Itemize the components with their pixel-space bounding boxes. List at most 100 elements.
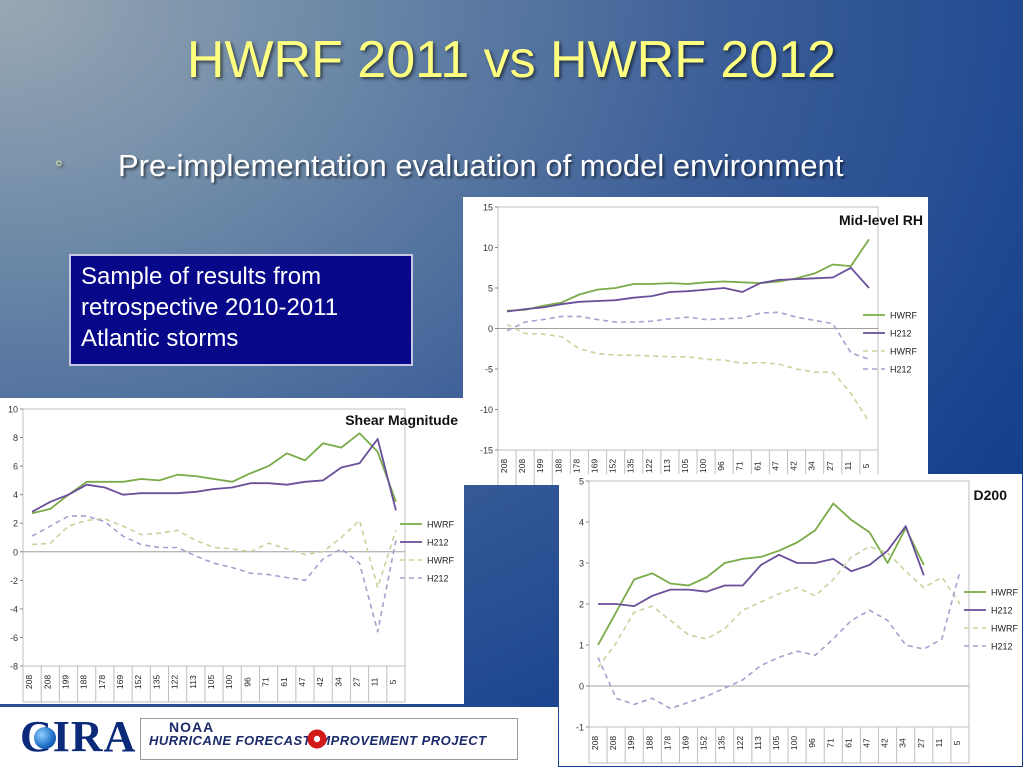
series-line-hwrf-dashed bbox=[32, 518, 397, 589]
count-label: 42 bbox=[789, 461, 799, 471]
count-label: 47 bbox=[861, 738, 871, 748]
count-label: 71 bbox=[261, 677, 271, 687]
count-label: 34 bbox=[898, 738, 908, 748]
count-label: 188 bbox=[79, 675, 89, 689]
series-line-h212-dashed bbox=[597, 570, 961, 710]
count-label: 135 bbox=[717, 736, 727, 750]
y-tick-label: 3 bbox=[579, 559, 584, 569]
count-label: 11 bbox=[843, 461, 853, 470]
y-tick-label: 4 bbox=[13, 490, 18, 500]
y-tick-label: -10 bbox=[480, 405, 493, 415]
count-label: 42 bbox=[315, 677, 325, 687]
series-line-h212-solid bbox=[506, 266, 870, 313]
count-label: 27 bbox=[352, 677, 362, 687]
count-label: 135 bbox=[151, 675, 161, 689]
count-label: 105 bbox=[680, 459, 690, 473]
count-label: 199 bbox=[60, 675, 70, 689]
y-tick-label: -4 bbox=[10, 604, 18, 614]
legend-label: H212 bbox=[427, 538, 449, 548]
y-tick-label: 10 bbox=[483, 243, 493, 253]
y-tick-label: -1 bbox=[576, 723, 584, 733]
count-label: 5 bbox=[388, 679, 398, 684]
count-label: 188 bbox=[553, 459, 563, 473]
count-label: 27 bbox=[916, 738, 926, 748]
count-label: 61 bbox=[843, 738, 853, 748]
count-label: 96 bbox=[807, 738, 817, 748]
series-line-hwrf-solid bbox=[597, 502, 925, 646]
y-tick-label: -6 bbox=[10, 633, 18, 643]
count-label: 5 bbox=[861, 463, 871, 468]
count-label: 208 bbox=[590, 736, 600, 750]
logo-strip: CIRA NOAA HURRICANE FORECAST IMPROVEMENT… bbox=[0, 707, 558, 767]
legend-label: HWRF bbox=[427, 520, 454, 530]
hurricane-icon bbox=[306, 728, 328, 750]
count-label: 169 bbox=[115, 675, 125, 689]
count-label: 42 bbox=[880, 738, 890, 748]
legend-label: H212 bbox=[890, 329, 912, 339]
count-label: 105 bbox=[206, 675, 216, 689]
count-label: 188 bbox=[644, 736, 654, 750]
chart-mid-level-rh: 15 10 5 0 -5 -10 -15 208 208 199 188 178 169 152 135 12… bbox=[463, 197, 928, 485]
cira-logo: CIRA bbox=[14, 712, 135, 761]
count-label: 199 bbox=[626, 736, 636, 750]
legend-label: H212 bbox=[427, 574, 449, 584]
series-line-h212-solid bbox=[31, 438, 397, 513]
plot-area bbox=[588, 480, 970, 728]
chart-svg-d200: 5 4 3 2 1 0 -1 208 208 199 188 178 169 152 135 122 113 10… bbox=[576, 477, 1018, 764]
count-label: 152 bbox=[699, 736, 709, 750]
count-label: 208 bbox=[517, 459, 527, 473]
y-tick-label: -8 bbox=[10, 662, 18, 672]
legend-label: HWRF bbox=[427, 556, 454, 566]
count-label: 208 bbox=[42, 675, 52, 689]
series-line-h212-dashed bbox=[31, 515, 397, 633]
count-label: 100 bbox=[698, 459, 708, 473]
chart-title: Shear Magnitude bbox=[345, 412, 458, 428]
count-label: 61 bbox=[279, 677, 289, 687]
chart-title: Mid-level RH bbox=[839, 212, 923, 228]
legend-label: HWRF bbox=[991, 624, 1018, 634]
count-label: 61 bbox=[752, 461, 762, 471]
y-tick-label: 5 bbox=[579, 477, 584, 487]
legend-label: H212 bbox=[991, 606, 1013, 616]
count-label: 122 bbox=[644, 459, 654, 473]
y-tick-label: 5 bbox=[488, 284, 493, 294]
y-tick-label: 2 bbox=[13, 519, 18, 529]
legend-label: HWRF bbox=[991, 588, 1018, 598]
bullet-marker: ◦ bbox=[55, 150, 63, 175]
chart-d200: 5 4 3 2 1 0 -1 208 208 199 188 178 169 152 135 122 113 10… bbox=[559, 474, 1022, 766]
count-label: 113 bbox=[753, 736, 763, 750]
y-tick-label: -2 bbox=[10, 576, 18, 586]
y-tick-label: 0 bbox=[13, 547, 18, 557]
count-label: 100 bbox=[224, 675, 234, 689]
series-line-hwrf-solid bbox=[506, 238, 870, 312]
count-label: 135 bbox=[626, 459, 636, 473]
count-label: 178 bbox=[571, 459, 581, 473]
count-label: 34 bbox=[807, 461, 817, 471]
chart-title: D200 bbox=[974, 487, 1008, 503]
y-tick-label: 0 bbox=[488, 324, 493, 334]
count-label: 113 bbox=[662, 459, 672, 473]
count-label: 208 bbox=[499, 459, 509, 473]
y-tick-label: 1 bbox=[579, 641, 584, 651]
chart-shear-magnitude: 10 8 6 4 2 0 -2 -4 -6 -8 208 208 199 188 178 169 152 135 1… bbox=[0, 398, 464, 704]
y-tick-label: 4 bbox=[579, 518, 584, 528]
y-tick-label: 15 bbox=[483, 203, 493, 213]
y-tick-label: 6 bbox=[13, 462, 18, 472]
count-label: 113 bbox=[188, 675, 198, 689]
y-tick-label: -5 bbox=[485, 365, 493, 375]
legend-label: HWRF bbox=[890, 311, 917, 321]
bullet-text: Pre-implementation evaluation of model e… bbox=[118, 148, 844, 183]
count-label: 11 bbox=[934, 738, 944, 747]
count-label: 169 bbox=[590, 459, 600, 473]
count-label: 208 bbox=[608, 736, 618, 750]
noaa-logo-text: NOAA bbox=[169, 719, 215, 735]
y-tick-label: 2 bbox=[579, 600, 584, 610]
legend-label: HWRF bbox=[890, 347, 917, 357]
series-line-hwrf-dashed bbox=[597, 545, 961, 668]
count-label: 152 bbox=[133, 675, 143, 689]
plot-area bbox=[22, 408, 406, 667]
series-line-hwrf-dashed bbox=[506, 323, 870, 423]
count-label: 105 bbox=[771, 736, 781, 750]
